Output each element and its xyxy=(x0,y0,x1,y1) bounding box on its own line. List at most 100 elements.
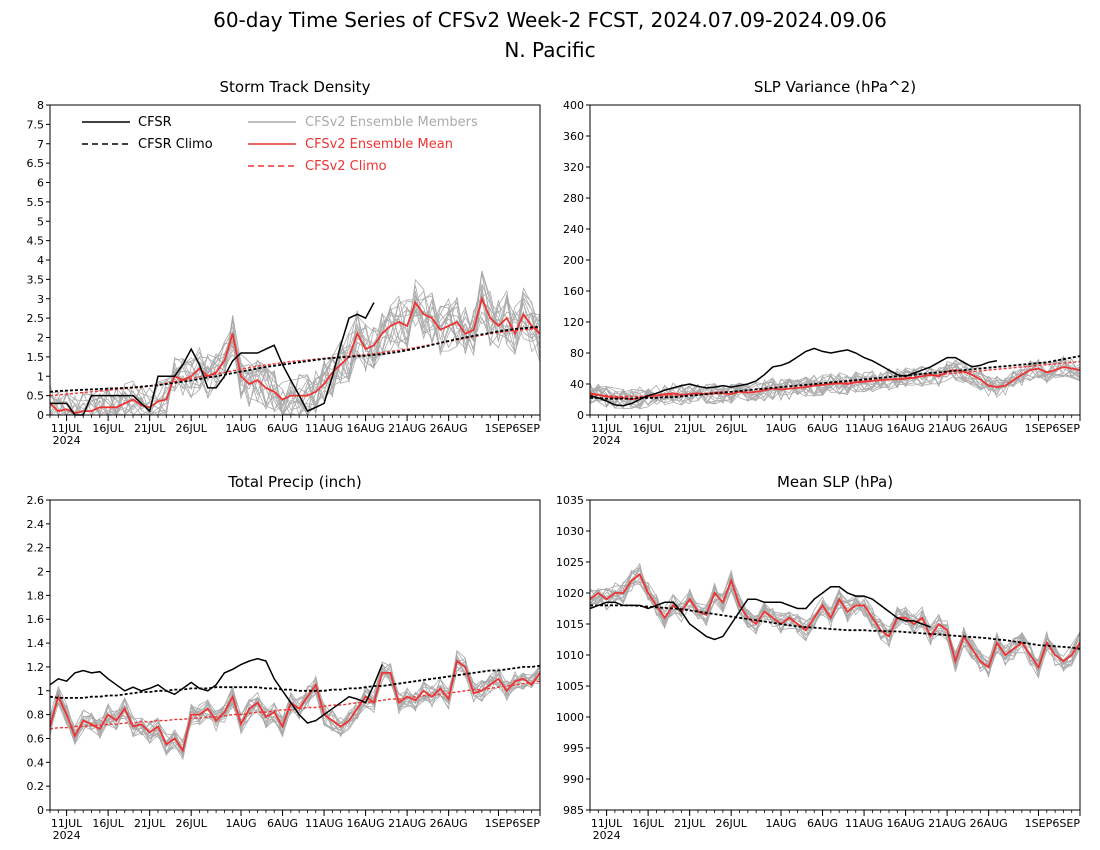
y-tick-label: 3 xyxy=(37,293,44,306)
y-tick-label: 40 xyxy=(570,378,584,391)
ensemble-member-line xyxy=(49,270,541,417)
y-tick-label: 240 xyxy=(563,223,584,236)
ensemble-member-line xyxy=(49,273,541,416)
x-tick-label: 1AUG xyxy=(225,422,256,435)
cfsr-climo-line xyxy=(590,604,1081,650)
x-tick-label: 1SEP xyxy=(1025,817,1053,830)
panel-total-precip: Total Precip (inch) 0 0.2 0.4 0.6 0.8 1 1.2 1.4… xyxy=(27,473,541,842)
y-tick-label: 3.5 xyxy=(27,273,45,286)
x-tick-label: 26JUL xyxy=(175,817,207,830)
y-tick-label: 1025 xyxy=(556,556,584,569)
x-tick-label: 11AUG xyxy=(845,422,883,435)
x-tick-label: 26JUL xyxy=(715,422,747,435)
ensemble-member-line xyxy=(589,580,1081,671)
x-tick-label: 26AUG xyxy=(430,817,468,830)
cfsr-line xyxy=(589,586,931,641)
x-tick-label: 21JUL xyxy=(674,422,706,435)
ensemble-members xyxy=(589,562,1081,680)
ensemble-mean-line xyxy=(589,573,1081,670)
y-tick-label: 280 xyxy=(563,192,584,205)
x-tick-label: 26AUG xyxy=(430,422,468,435)
x-tick-label: 26JUL xyxy=(175,422,207,435)
y-tick-label: 80 xyxy=(570,347,584,360)
y-tick-label: 0.8 xyxy=(27,709,45,722)
x-tick-label: 26JUL xyxy=(715,817,747,830)
y-tick-label: 200 xyxy=(563,254,584,267)
x-tick-label: 16JUL xyxy=(92,817,124,830)
y-tick-label: 2.5 xyxy=(27,312,45,325)
ensemble-member-line xyxy=(589,358,1081,405)
y-tick-label: 2.2 xyxy=(27,542,45,555)
cfsr-line xyxy=(589,347,998,407)
y-tick-label: 0.6 xyxy=(27,732,45,745)
legend-label-cfsv2-climo: CFSv2 Climo xyxy=(305,159,387,174)
y-tick-label: 0.4 xyxy=(27,756,45,769)
y-tick-label: 7 xyxy=(37,138,44,151)
x-tick-label: 6SEP xyxy=(1052,817,1080,830)
x-tick-label: 1SEP xyxy=(485,422,513,435)
y-tick-label: 7.5 xyxy=(27,118,45,131)
y-tick-label: 2 xyxy=(37,332,44,345)
cfsr-climo-line xyxy=(49,325,541,393)
x-tick-label: 6SEP xyxy=(512,422,540,435)
y-tick-label: 1020 xyxy=(556,587,584,600)
x-tick-label: 21JUL xyxy=(134,817,166,830)
cfsr-line xyxy=(50,302,375,416)
panel-title: SLP Variance (hPa^2) xyxy=(754,78,916,96)
y-tick-label: 4 xyxy=(37,254,44,267)
figure-title: 60-day Time Series of CFSv2 Week-2 FCST,… xyxy=(213,8,887,32)
ensemble-member-line xyxy=(49,278,541,416)
ensemble-member-line xyxy=(49,666,541,758)
y-tick-label: 1 xyxy=(37,685,44,698)
y-tick-label: 1.2 xyxy=(27,661,45,674)
x-tick-label: 6AUG xyxy=(267,817,298,830)
x-tick-label: 16JUL xyxy=(92,422,124,435)
y-tick-label: 400 xyxy=(563,99,584,112)
panel-slp-variance: SLP Variance (hPa^2) 0 40 80 120 160 200 240 28… xyxy=(563,78,1081,447)
x-tick-label: 11AUG xyxy=(305,422,343,435)
y-tick-label: 320 xyxy=(563,161,584,174)
x-tick-label: 1AUG xyxy=(765,422,796,435)
legend: CFSR CFSR Climo CFSv2 Ensemble Members C… xyxy=(82,115,478,174)
x-tick-label: 21AUG xyxy=(388,817,426,830)
y-tick-label: 0.2 xyxy=(27,780,45,793)
ensemble-member-line xyxy=(589,582,1081,673)
cfsr-climo-line xyxy=(590,355,1081,400)
x-tick-label: 16JUL xyxy=(632,422,664,435)
x-tick-label: 26AUG xyxy=(970,817,1008,830)
y-tick-label: 5.5 xyxy=(27,196,45,209)
y-tick-label: 8 xyxy=(37,99,44,112)
y-tick-label: 0 xyxy=(37,804,44,817)
x-tick-label: 21JUL xyxy=(674,817,706,830)
ensemble-mean-line xyxy=(589,365,1081,401)
x-tick-label: 16AUG xyxy=(347,422,385,435)
y-tick-label: 1005 xyxy=(556,680,584,693)
x-tick-label: 1AUG xyxy=(225,817,256,830)
x-tick-label: 16AUG xyxy=(347,817,385,830)
panel-title: Mean SLP (hPa) xyxy=(777,473,893,491)
x-tick-label: 1AUG xyxy=(765,817,796,830)
ensemble-member-line xyxy=(50,272,541,416)
x-tick-label: 11AUG xyxy=(305,817,343,830)
panel-title: Total Precip (inch) xyxy=(227,473,361,491)
y-tick-label: 0 xyxy=(37,409,44,422)
x-tick-label: 11JUL xyxy=(51,422,83,435)
y-tick-label: 4.5 xyxy=(27,235,45,248)
y-tick-label: 360 xyxy=(563,130,584,143)
y-tick-label: 1.6 xyxy=(27,613,45,626)
plot-frame xyxy=(49,104,541,416)
legend-label-cfsr-climo: CFSR Climo xyxy=(138,137,213,152)
x-tick-label: 16AUG xyxy=(887,817,925,830)
x-year-label: 2024 xyxy=(53,829,81,842)
x-year-label: 2024 xyxy=(593,829,621,842)
x-tick-label: 6SEP xyxy=(512,817,540,830)
x-year-label: 2024 xyxy=(593,434,621,447)
y-tick-label: 0 xyxy=(577,409,584,422)
x-tick-label: 26AUG xyxy=(970,422,1008,435)
figure-subtitle: N. Pacific xyxy=(504,38,595,62)
y-tick-label: 0.5 xyxy=(27,390,45,403)
y-tick-label: 120 xyxy=(563,316,584,329)
ensemble-member-line xyxy=(589,565,1081,664)
x-tick-label: 21AUG xyxy=(388,422,426,435)
